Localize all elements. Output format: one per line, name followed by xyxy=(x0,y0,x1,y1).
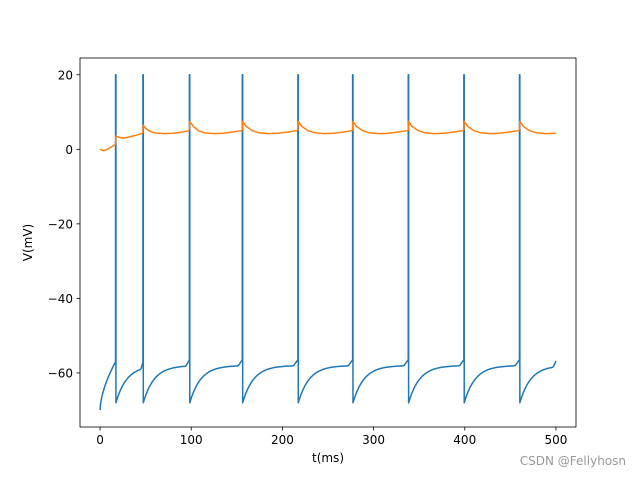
x-tick-label: 200 xyxy=(271,433,294,447)
y-tick-label: 0 xyxy=(65,143,73,157)
series-line-u xyxy=(99,120,556,152)
x-tick-label: 400 xyxy=(453,433,476,447)
chart-series xyxy=(99,74,557,411)
y-axis-ticks: −60 −40 −20 0 20 xyxy=(48,68,80,380)
x-tick-label: 300 xyxy=(362,433,385,447)
y-tick-label: 20 xyxy=(58,68,73,82)
x-axis-label: t(ms) xyxy=(312,451,344,465)
y-tick-label: −20 xyxy=(48,217,73,231)
watermark-text: CSDN @Fellyhosn xyxy=(519,454,626,468)
y-axis-label: V(mV) xyxy=(21,224,35,261)
x-tick-label: 0 xyxy=(96,433,104,447)
y-tick-label: −40 xyxy=(48,292,73,306)
series-line-v xyxy=(99,74,557,411)
plot-area-frame xyxy=(79,57,577,428)
y-tick-label: −60 xyxy=(48,366,73,380)
x-tick-label: 500 xyxy=(544,433,567,447)
x-axis-ticks: 0 100 200 300 400 500 xyxy=(96,427,567,447)
x-tick-label: 100 xyxy=(180,433,203,447)
